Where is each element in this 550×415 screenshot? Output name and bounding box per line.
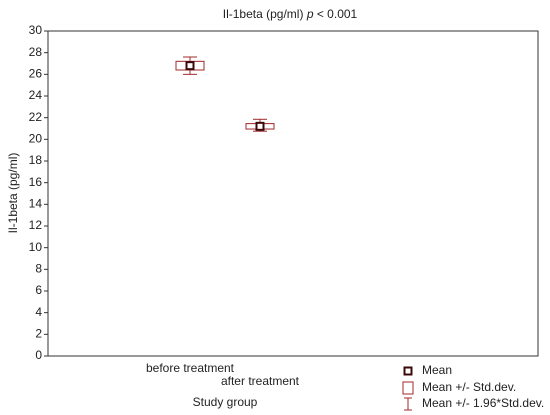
y-tick-label: 20 [29,132,43,146]
mean-marker [185,61,195,71]
title-value: < 0.001 [317,7,358,21]
x-axis-title: Study group [193,395,258,409]
y-tick-label: 8 [35,262,42,276]
y-tick-label: 22 [29,110,43,124]
y-tick-label: 6 [35,283,42,297]
y-tick-label: 26 [29,67,43,81]
x-tick-label: before treatment [146,361,235,375]
y-tick-label: 16 [29,175,43,189]
legend-label: Mean +/- Std.dev. [422,380,516,394]
legend-label: Mean +/- 1.96*Std.dev. [422,396,544,410]
y-tick-label: 14 [29,197,43,211]
legend-marker [403,366,413,376]
y-tick-label: 2 [35,327,42,341]
chart-title: Il-1beta (pg/ml) p < 0.001 [223,7,358,21]
y-tick-label: 4 [35,305,42,319]
legend-label: Mean [422,363,452,377]
title-text: Il-1beta (pg/ml) [223,7,304,21]
y-axis-title: Il-1beta (pg/ml) [6,153,20,234]
y-tick-label: 28 [29,45,43,59]
y-tick-label: 18 [29,153,43,167]
title-p: p [306,7,314,21]
x-tick-label: after treatment [221,374,300,388]
y-tick-label: 24 [29,88,43,102]
mean-marker [255,121,265,131]
y-tick-label: 0 [35,348,42,362]
y-tick-label: 12 [29,218,43,232]
plot-frame [47,30,539,357]
y-tick-label: 10 [29,240,43,254]
legend-marker [402,381,414,395]
y-tick-label: 30 [29,23,43,37]
